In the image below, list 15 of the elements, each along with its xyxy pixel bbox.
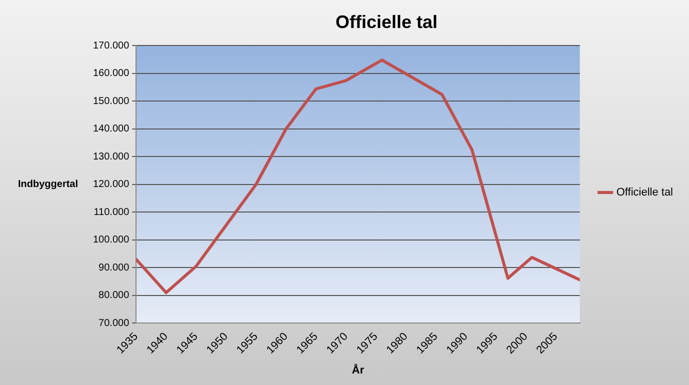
legend-label: Officielle tal — [616, 186, 673, 199]
y-tick-label: 100.000 — [92, 234, 130, 246]
x-axis-title: År — [352, 363, 365, 376]
y-tick-label: 110.000 — [94, 206, 130, 218]
y-tick-label: 80.000 — [98, 290, 130, 302]
y-tick-label: 170.000 — [92, 40, 130, 52]
y-tick-label: 140.000 — [92, 124, 130, 135]
y-axis-title: Indbyggertal — [18, 179, 78, 190]
y-tick-label: 90.000 — [98, 262, 130, 274]
y-tick-label: 130.000 — [92, 151, 130, 162]
y-tick-label: 150.000 — [92, 96, 130, 107]
y-tick-label: 120.000 — [92, 179, 130, 190]
chart-title: Officielle tal — [335, 12, 438, 32]
y-tick-label: 70.000 — [98, 318, 130, 329]
y-tick-label: 160.000 — [92, 68, 130, 80]
